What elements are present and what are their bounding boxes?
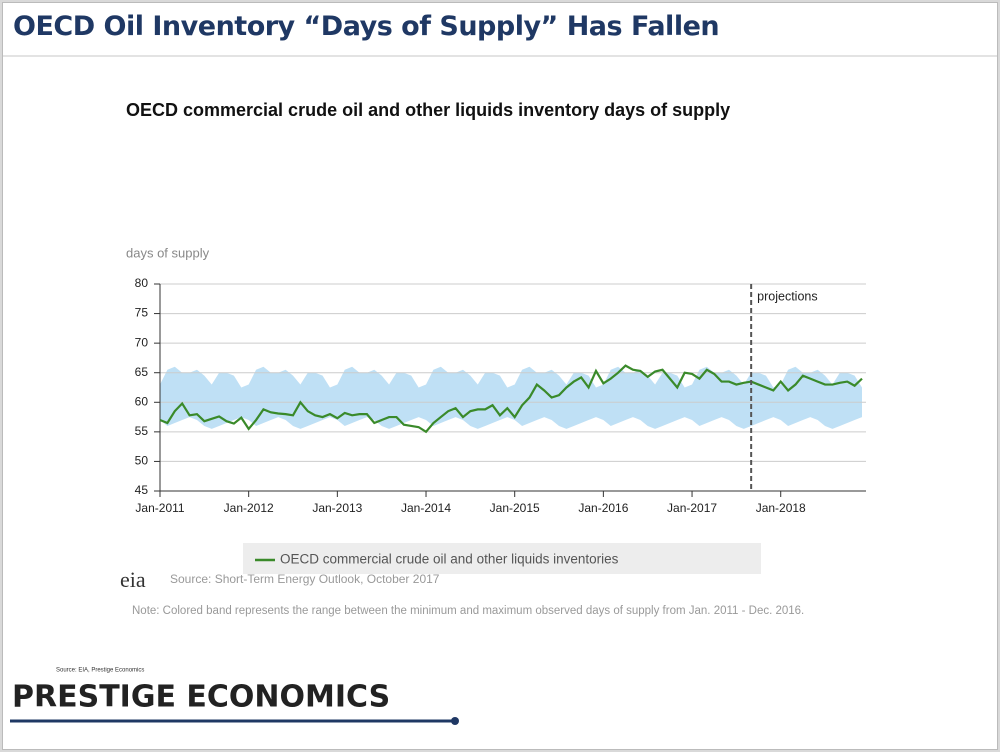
annotation: projections bbox=[757, 289, 817, 303]
note-box: Note: Colored band represents the range … bbox=[132, 605, 805, 617]
y-tick-label: 55 bbox=[135, 424, 149, 438]
range-band bbox=[160, 366, 862, 429]
x-tick-label: Jan-2017 bbox=[667, 501, 717, 515]
line bbox=[159, 364, 863, 434]
y-tick-label: 80 bbox=[135, 276, 149, 290]
header: OECD Oil Inventory “Days of Supply” Has … bbox=[3, 3, 997, 57]
note: Note: Colored band represents the range … bbox=[132, 605, 805, 617]
chart-title: OECD commercial crude oil and other liqu… bbox=[126, 100, 731, 120]
y-tick-label: 70 bbox=[135, 335, 149, 349]
x-tick-label: Jan-2013 bbox=[312, 501, 362, 515]
x-tick-label: Jan-2015 bbox=[490, 501, 540, 515]
y-tick-label: 45 bbox=[135, 483, 149, 497]
x-tick-label: Jan-2011 bbox=[135, 501, 184, 515]
brand-dot bbox=[451, 717, 459, 725]
source: Source: Short-Term Energy Outlook, Octob… bbox=[170, 572, 440, 586]
y-tick-label: 50 bbox=[135, 454, 149, 468]
y-axis-label: days of supply bbox=[126, 245, 210, 260]
header-title: OECD Oil Inventory “Days of Supply” Has … bbox=[13, 11, 720, 42]
logo: eia bbox=[120, 567, 146, 592]
legend-label: OECD commercial crude oil and other liqu… bbox=[280, 552, 619, 567]
x-tick-label: Jan-2012 bbox=[224, 501, 274, 515]
y-tick-label: 75 bbox=[135, 306, 149, 320]
x-tick-label: Jan-2018 bbox=[756, 501, 806, 515]
brand: PRESTIGE ECONOMICS bbox=[12, 680, 390, 715]
y-tick-label: 60 bbox=[135, 394, 149, 408]
x-tick-label: Jan-2014 bbox=[401, 501, 451, 515]
legend-box bbox=[243, 543, 761, 574]
chart-title-box: OECD commercial crude oil and other liqu… bbox=[126, 100, 731, 120]
x-tick-label: Jan-2016 bbox=[578, 501, 628, 515]
y-tick-label: 65 bbox=[135, 365, 149, 379]
footer-source: Source: EIA, Prestige Economics bbox=[56, 668, 144, 674]
